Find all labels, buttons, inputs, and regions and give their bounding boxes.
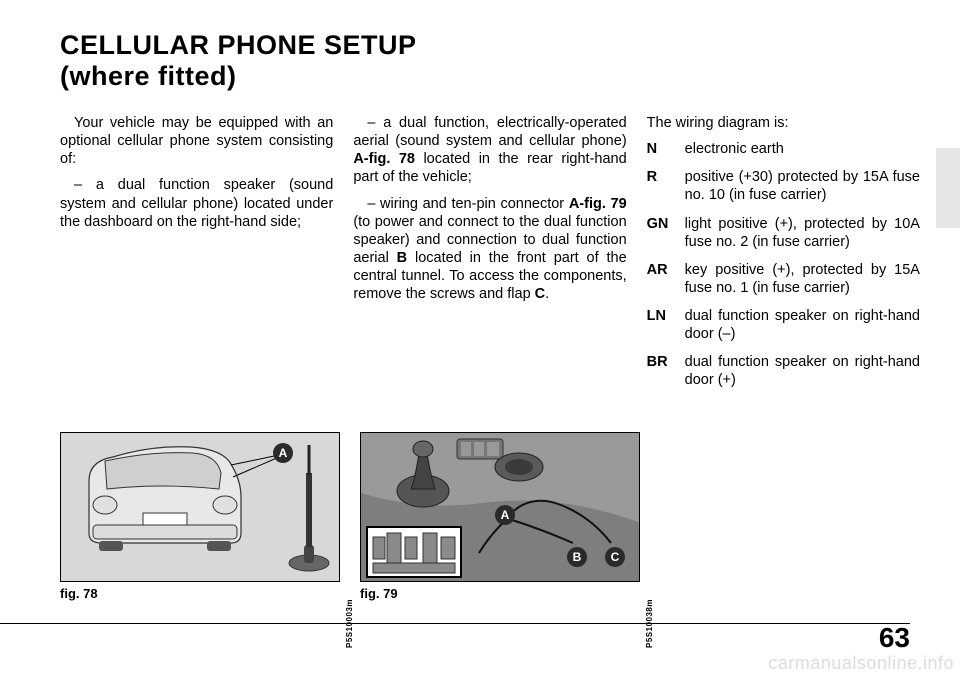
- def-label: N: [647, 140, 685, 158]
- figure-78-label: fig. 78: [60, 586, 340, 601]
- figure-78-image: A: [60, 432, 340, 582]
- watermark: carmanualsonline.info: [768, 653, 954, 674]
- heading-line-2: (where fitted): [60, 61, 237, 91]
- def-row: GNlight positive (+), protected by 10A f…: [647, 215, 920, 251]
- def-text: dual function speaker on right-hand door…: [685, 353, 920, 389]
- column-2: – a dual function, electrically-operated…: [353, 114, 626, 400]
- def-text: dual function speaker on right-hand door…: [685, 307, 920, 343]
- heading-line-1: CELLULAR PHONE SETUP: [60, 30, 417, 60]
- figure-79-image: A B C: [360, 432, 640, 582]
- figure-78-marker-a: A: [273, 443, 293, 463]
- def-text: electronic earth: [685, 140, 920, 158]
- def-label: AR: [647, 261, 685, 297]
- page-heading: CELLULAR PHONE SETUP (where fitted): [60, 30, 620, 92]
- footer-rule: [0, 623, 910, 624]
- definitions-list: Nelectronic earth Rpositive (+30) protec…: [647, 140, 920, 389]
- def-text: key positive (+), protected by 15A fuse …: [685, 261, 920, 297]
- figure-79-marker-b: B: [567, 547, 587, 567]
- def-label: R: [647, 168, 685, 204]
- col3-intro: The wiring diagram is:: [647, 114, 920, 132]
- def-text: positive (+30) protected by 15A fuse no.…: [685, 168, 920, 204]
- def-row: Rpositive (+30) protected by 15A fuse no…: [647, 168, 920, 204]
- figures-row: A P5S10003m fig. 78: [60, 432, 640, 601]
- column-1: Your vehicle may be equipped with an opt…: [60, 114, 333, 400]
- def-row: ARkey positive (+), protected by 15A fus…: [647, 261, 920, 297]
- col1-p2: – a dual function speaker (sound system …: [60, 176, 333, 230]
- figure-78: A P5S10003m fig. 78: [60, 432, 340, 601]
- figure-79-label: fig. 79: [360, 586, 640, 601]
- side-tab: [936, 148, 960, 228]
- def-text: light positive (+), protected by 10A fus…: [685, 215, 920, 251]
- col2-p2: – wiring and ten-pin connector A-fig. 79…: [353, 195, 626, 304]
- def-label: GN: [647, 215, 685, 251]
- column-3: The wiring diagram is: Nelectronic earth…: [647, 114, 920, 400]
- page-number: 63: [879, 622, 910, 654]
- car-rear-illustration: [61, 433, 340, 582]
- col2-p1: – a dual function, electrically-operated…: [353, 114, 626, 187]
- def-row: LNdual function speaker on right-hand do…: [647, 307, 920, 343]
- def-label: LN: [647, 307, 685, 343]
- def-row: Nelectronic earth: [647, 140, 920, 158]
- figure-79-marker-a: A: [495, 505, 515, 525]
- content-columns: Your vehicle may be equipped with an opt…: [60, 114, 920, 400]
- col1-p1: Your vehicle may be equipped with an opt…: [60, 114, 333, 168]
- def-label: BR: [647, 353, 685, 389]
- page: CELLULAR PHONE SETUP (where fitted) Your…: [0, 0, 960, 676]
- figure-79: A B C P5S10038m fig. 79: [360, 432, 640, 601]
- def-row: BRdual function speaker on right-hand do…: [647, 353, 920, 389]
- figure-79-marker-c: C: [605, 547, 625, 567]
